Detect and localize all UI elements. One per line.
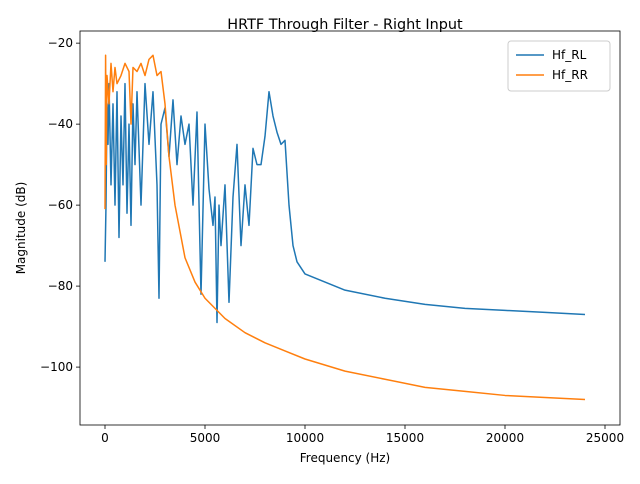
x-tick-label: 0 [101,431,109,445]
y-tick-label: −20 [48,36,73,50]
line-series [104,82,586,324]
x-tick-label: 15000 [386,431,424,445]
legend-label: Hf_RR [552,68,588,82]
x-tick-label: 10000 [286,431,324,445]
chart-title: HRTF Through Filter - Right Input [227,17,463,33]
plot-frame [79,30,621,426]
y-tick-label: −100 [40,360,73,374]
x-tick-label: 5000 [190,431,221,445]
y-tick-label: −80 [48,279,73,293]
y-axis-label: Magnitude (dB) [14,182,28,275]
y-tick-label: −40 [48,117,73,131]
legend-box [507,40,611,92]
line-series [104,54,586,401]
x-tick-label: 25000 [586,431,624,445]
x-tick-label: 20000 [486,431,524,445]
x-axis-label: Frequency (Hz) [300,451,391,465]
y-tick-label: −60 [48,198,73,212]
legend-label: Hf_RL [552,48,587,62]
